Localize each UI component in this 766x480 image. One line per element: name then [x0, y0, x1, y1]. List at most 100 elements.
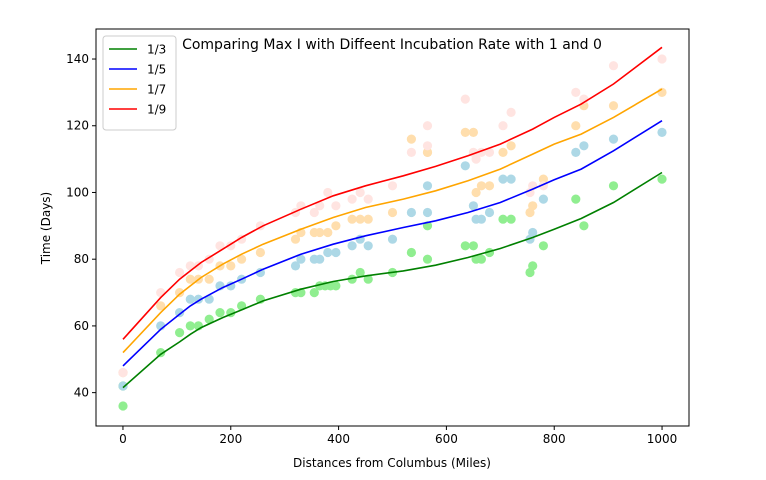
x-axis-ticks: 0 200 400 600 800 1000	[119, 426, 677, 446]
y-tick-label: 120	[66, 119, 89, 133]
data-point-series-2-1	[118, 381, 128, 391]
data-point-series-1-39	[657, 174, 667, 184]
data-point-series-1-7	[204, 314, 214, 324]
data-point-series-1-23	[406, 247, 416, 258]
data-point-series-3-32	[528, 201, 538, 211]
data-point-series-1-32	[506, 214, 516, 224]
data-point-series-2-24	[460, 161, 470, 171]
data-point-series-1-18	[331, 281, 341, 291]
data-point-series-4-36	[608, 61, 619, 71]
data-point-series-1-5	[185, 321, 195, 331]
x-tick-label: 600	[435, 432, 458, 446]
data-point-series-3-16	[331, 221, 341, 231]
data-point-series-3-14	[315, 227, 325, 238]
data-point-series-3-20	[387, 207, 398, 218]
data-point-series-4-7	[215, 241, 225, 251]
data-point-series-2-20	[387, 234, 398, 244]
data-point-series-1-20	[355, 267, 365, 278]
data-point-series-3-21	[406, 134, 416, 144]
y-tick-label: 80	[74, 252, 89, 266]
data-point-series-4-1	[118, 368, 128, 378]
x-tick-label: 400	[327, 432, 350, 446]
data-point-series-1-24	[422, 254, 433, 264]
data-point-series-2-36	[608, 134, 619, 144]
data-point-series-2-16	[331, 247, 341, 258]
y-axis-ticks: 40 60 80 100 120 140	[66, 52, 96, 400]
data-point-series-1-3	[156, 348, 166, 358]
series-line-1	[122, 171, 663, 389]
data-point-series-4-14	[315, 201, 325, 211]
data-point-series-3-4	[185, 274, 195, 284]
data-point-series-3-9	[237, 254, 247, 264]
data-point-series-2-4	[185, 294, 195, 304]
data-point-series-2-25	[468, 201, 478, 211]
data-point-series-3-25	[468, 127, 478, 137]
legend-label-3: 1/7	[147, 83, 166, 97]
data-point-series-3-8	[226, 261, 236, 271]
legend-label-1: 1/3	[147, 43, 166, 57]
data-point-series-1-36	[571, 194, 581, 204]
data-point-series-2-22	[422, 207, 433, 218]
series-lines	[122, 46, 663, 389]
legend-label-4: 1/9	[147, 103, 166, 117]
x-axis-label: Distances from Columbus (Miles)	[293, 456, 491, 470]
y-tick-label: 100	[66, 185, 89, 199]
data-point-series-1-2	[118, 401, 128, 411]
data-point-series-2-27	[476, 214, 486, 224]
data-point-series-3-33	[538, 174, 549, 184]
y-axis-label: Time (Days)	[39, 192, 53, 266]
data-point-series-1-14	[309, 288, 319, 298]
data-point-series-4-30	[506, 107, 516, 117]
data-point-series-4-26	[471, 154, 481, 164]
data-point-series-3-11	[290, 234, 301, 244]
data-point-series-4-34	[571, 87, 581, 97]
data-point-series-1-27	[468, 241, 478, 251]
data-point-series-1-34	[528, 261, 538, 271]
data-point-series-3-28	[484, 181, 495, 191]
data-point-series-2-28	[484, 207, 495, 218]
data-point-series-3-36	[608, 101, 619, 111]
data-point-series-1-38	[608, 181, 619, 191]
data-point-series-2-19	[363, 241, 373, 251]
data-point-series-3-2	[156, 301, 166, 311]
y-tick-label: 60	[74, 319, 89, 333]
data-point-series-2-17	[347, 241, 357, 251]
data-point-series-2-3	[175, 308, 185, 318]
data-point-series-2-12	[296, 254, 306, 264]
data-point-series-4-17	[347, 194, 357, 204]
data-point-series-2-14	[315, 254, 325, 264]
data-point-series-2-21	[406, 207, 416, 218]
data-point-series-4-24	[460, 94, 470, 104]
data-point-series-3-27	[476, 181, 486, 191]
data-point-series-3-34	[571, 121, 581, 131]
data-point-series-2-15	[323, 247, 333, 258]
data-point-series-3-15	[323, 227, 333, 238]
data-point-series-3-10	[255, 247, 265, 258]
y-tick-label: 140	[66, 52, 89, 66]
data-point-series-4-15	[323, 187, 333, 198]
data-point-series-4-13	[309, 207, 319, 218]
data-point-series-4-22	[422, 141, 433, 151]
x-tick-label: 1000	[647, 432, 678, 446]
data-point-series-2-29	[498, 174, 508, 184]
data-point-series-3-6	[204, 274, 214, 284]
data-point-series-1-4	[175, 328, 185, 338]
data-point-series-3-19	[363, 214, 373, 224]
data-point-series-2-32	[528, 227, 538, 238]
x-tick-label: 200	[219, 432, 242, 446]
data-point-series-1-21	[363, 274, 373, 284]
data-point-series-1-29	[476, 254, 486, 264]
x-tick-label: 800	[543, 432, 566, 446]
data-point-series-2-11	[290, 261, 301, 271]
data-point-series-3-23	[422, 147, 433, 157]
data-point-series-4-20	[387, 181, 398, 191]
data-point-series-1-19	[347, 274, 357, 284]
data-point-series-4-2	[156, 288, 166, 298]
data-point-series-3-30	[506, 141, 516, 151]
data-point-series-4-19	[363, 194, 373, 204]
data-point-series-4-18	[355, 187, 365, 198]
data-point-series-4-3	[175, 267, 185, 278]
data-point-series-3-18	[355, 214, 365, 224]
data-point-series-2-35	[579, 141, 589, 151]
